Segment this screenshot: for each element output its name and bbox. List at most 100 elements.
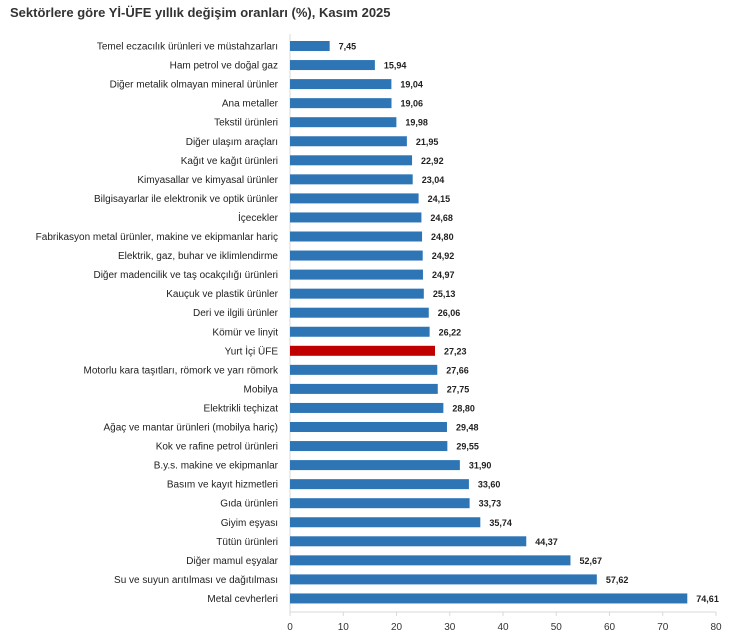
category-label: Diğer metalik olmayan mineral ürünler — [110, 80, 279, 91]
value-label: 27,23 — [444, 346, 467, 356]
category-label: Kimyasallar ve kimyasal ürünler — [137, 175, 278, 186]
bar — [290, 155, 413, 166]
bar — [290, 593, 688, 604]
bar — [290, 460, 460, 471]
bar — [290, 117, 397, 128]
category-label: Ağaç ve mantar ürünleri (mobilya hariç) — [103, 423, 278, 434]
category-label: Ana metaller — [222, 99, 279, 110]
value-label: 57,62 — [606, 575, 629, 585]
category-label: Temel eczacılık ürünleri ve müstahzarlar… — [97, 42, 278, 53]
x-tick-label: 0 — [287, 622, 293, 633]
value-label: 24,92 — [432, 251, 455, 261]
category-label: Kauçuk ve plastik ürünler — [166, 289, 278, 300]
bar — [290, 402, 444, 413]
category-label: Giyim eşyası — [221, 518, 278, 529]
value-label: 52,67 — [579, 556, 602, 566]
bar — [290, 479, 469, 490]
category-label: Tütün ürünleri — [216, 537, 278, 548]
value-label: 19,04 — [400, 80, 423, 90]
x-tick-label: 20 — [391, 622, 403, 633]
bar — [290, 536, 527, 547]
x-tick-label: 30 — [444, 622, 456, 633]
value-label: 33,73 — [479, 499, 502, 509]
x-tick-label: 60 — [604, 622, 616, 633]
x-tick-label: 50 — [551, 622, 563, 633]
x-tick-label: 80 — [710, 622, 722, 633]
bar — [290, 498, 470, 509]
bar — [290, 41, 330, 51]
bar — [290, 98, 392, 109]
bar — [290, 288, 424, 299]
category-label: Metal cevherleri — [207, 594, 278, 605]
category-label: Elektrikli teçhizat — [204, 403, 279, 414]
bar-highlight — [290, 345, 435, 356]
value-label: 31,90 — [469, 461, 492, 471]
value-label: 19,98 — [405, 118, 428, 128]
category-label: B.y.s. makine ve ekipmanlar — [154, 461, 279, 472]
bar — [290, 193, 419, 204]
category-label: Kok ve rafine petrol ürünleri — [156, 442, 278, 453]
category-label: Diğer madencilik ve taş ocakçılığı ürünl… — [93, 270, 278, 281]
bar — [290, 364, 438, 375]
bar — [290, 383, 438, 394]
value-label: 15,94 — [384, 61, 407, 71]
value-label: 35,74 — [489, 518, 512, 528]
value-label: 21,95 — [416, 137, 439, 147]
x-tick-label: 70 — [657, 622, 669, 633]
value-label: 44,37 — [535, 537, 558, 547]
bar — [290, 574, 597, 585]
value-label: 33,60 — [478, 480, 501, 490]
value-label: 26,06 — [438, 308, 461, 318]
value-label: 24,80 — [431, 232, 454, 242]
category-label: Bilgisayarlar ile elektronik ve optik ür… — [94, 194, 279, 205]
bar — [290, 174, 413, 185]
value-label: 22,92 — [421, 156, 444, 166]
x-tick-label: 40 — [497, 622, 509, 633]
value-label: 24,97 — [432, 270, 455, 280]
bar — [290, 231, 423, 242]
bar — [290, 250, 423, 261]
value-label: 24,15 — [428, 194, 451, 204]
category-label: Mobilya — [244, 384, 279, 395]
value-label: 27,75 — [447, 384, 470, 394]
bar — [290, 555, 571, 566]
x-tick-label: 10 — [338, 622, 350, 633]
bar — [290, 422, 447, 432]
category-label: Elektrik, gaz, buhar ve iklimlendirme — [118, 251, 278, 262]
bar — [290, 136, 407, 147]
value-label: 25,13 — [433, 289, 456, 299]
category-label: Gıda ürünleri — [220, 499, 278, 510]
category-label: İçecekler — [238, 211, 279, 224]
category-label: Tekstil ürünleri — [214, 118, 278, 129]
category-label: Deri ve ilgili ürünler — [193, 308, 279, 319]
value-label: 7,45 — [339, 42, 357, 52]
category-label: Motorlu kara taşıtları, römork ve yarı r… — [84, 365, 279, 376]
bar — [290, 517, 481, 528]
value-label: 26,22 — [439, 327, 462, 337]
category-label: Diğer mamul eşyalar — [186, 556, 278, 567]
chart-title: Sektörlere göre Yİ-ÜFE yıllık değişim or… — [10, 5, 391, 20]
category-label: Kömür ve linyit — [212, 327, 278, 338]
value-label: 27,66 — [446, 365, 469, 375]
bar — [290, 441, 448, 452]
bar — [290, 79, 392, 90]
value-label: 24,68 — [430, 213, 453, 223]
category-label: Su ve suyun arıtılması ve dağıtılması — [114, 575, 278, 586]
value-label: 29,55 — [456, 442, 479, 452]
bar — [290, 212, 422, 223]
bar — [290, 269, 423, 280]
value-label: 29,48 — [456, 423, 479, 433]
bar — [290, 60, 375, 71]
category-label: Basım ve kayıt hizmetleri — [167, 480, 278, 491]
value-label: 28,80 — [452, 403, 475, 413]
value-label: 23,04 — [422, 175, 445, 185]
bar — [290, 307, 429, 318]
value-label: 74,61 — [696, 594, 719, 604]
category-label: Ham petrol ve doğal gaz — [170, 61, 278, 72]
bar — [290, 326, 430, 337]
category-label: Kağıt ve kağıt ürünleri — [181, 156, 278, 167]
category-label: Fabrikasyon metal ürünler, makine ve eki… — [36, 232, 278, 243]
category-label: Diğer ulaşım araçları — [186, 137, 278, 148]
